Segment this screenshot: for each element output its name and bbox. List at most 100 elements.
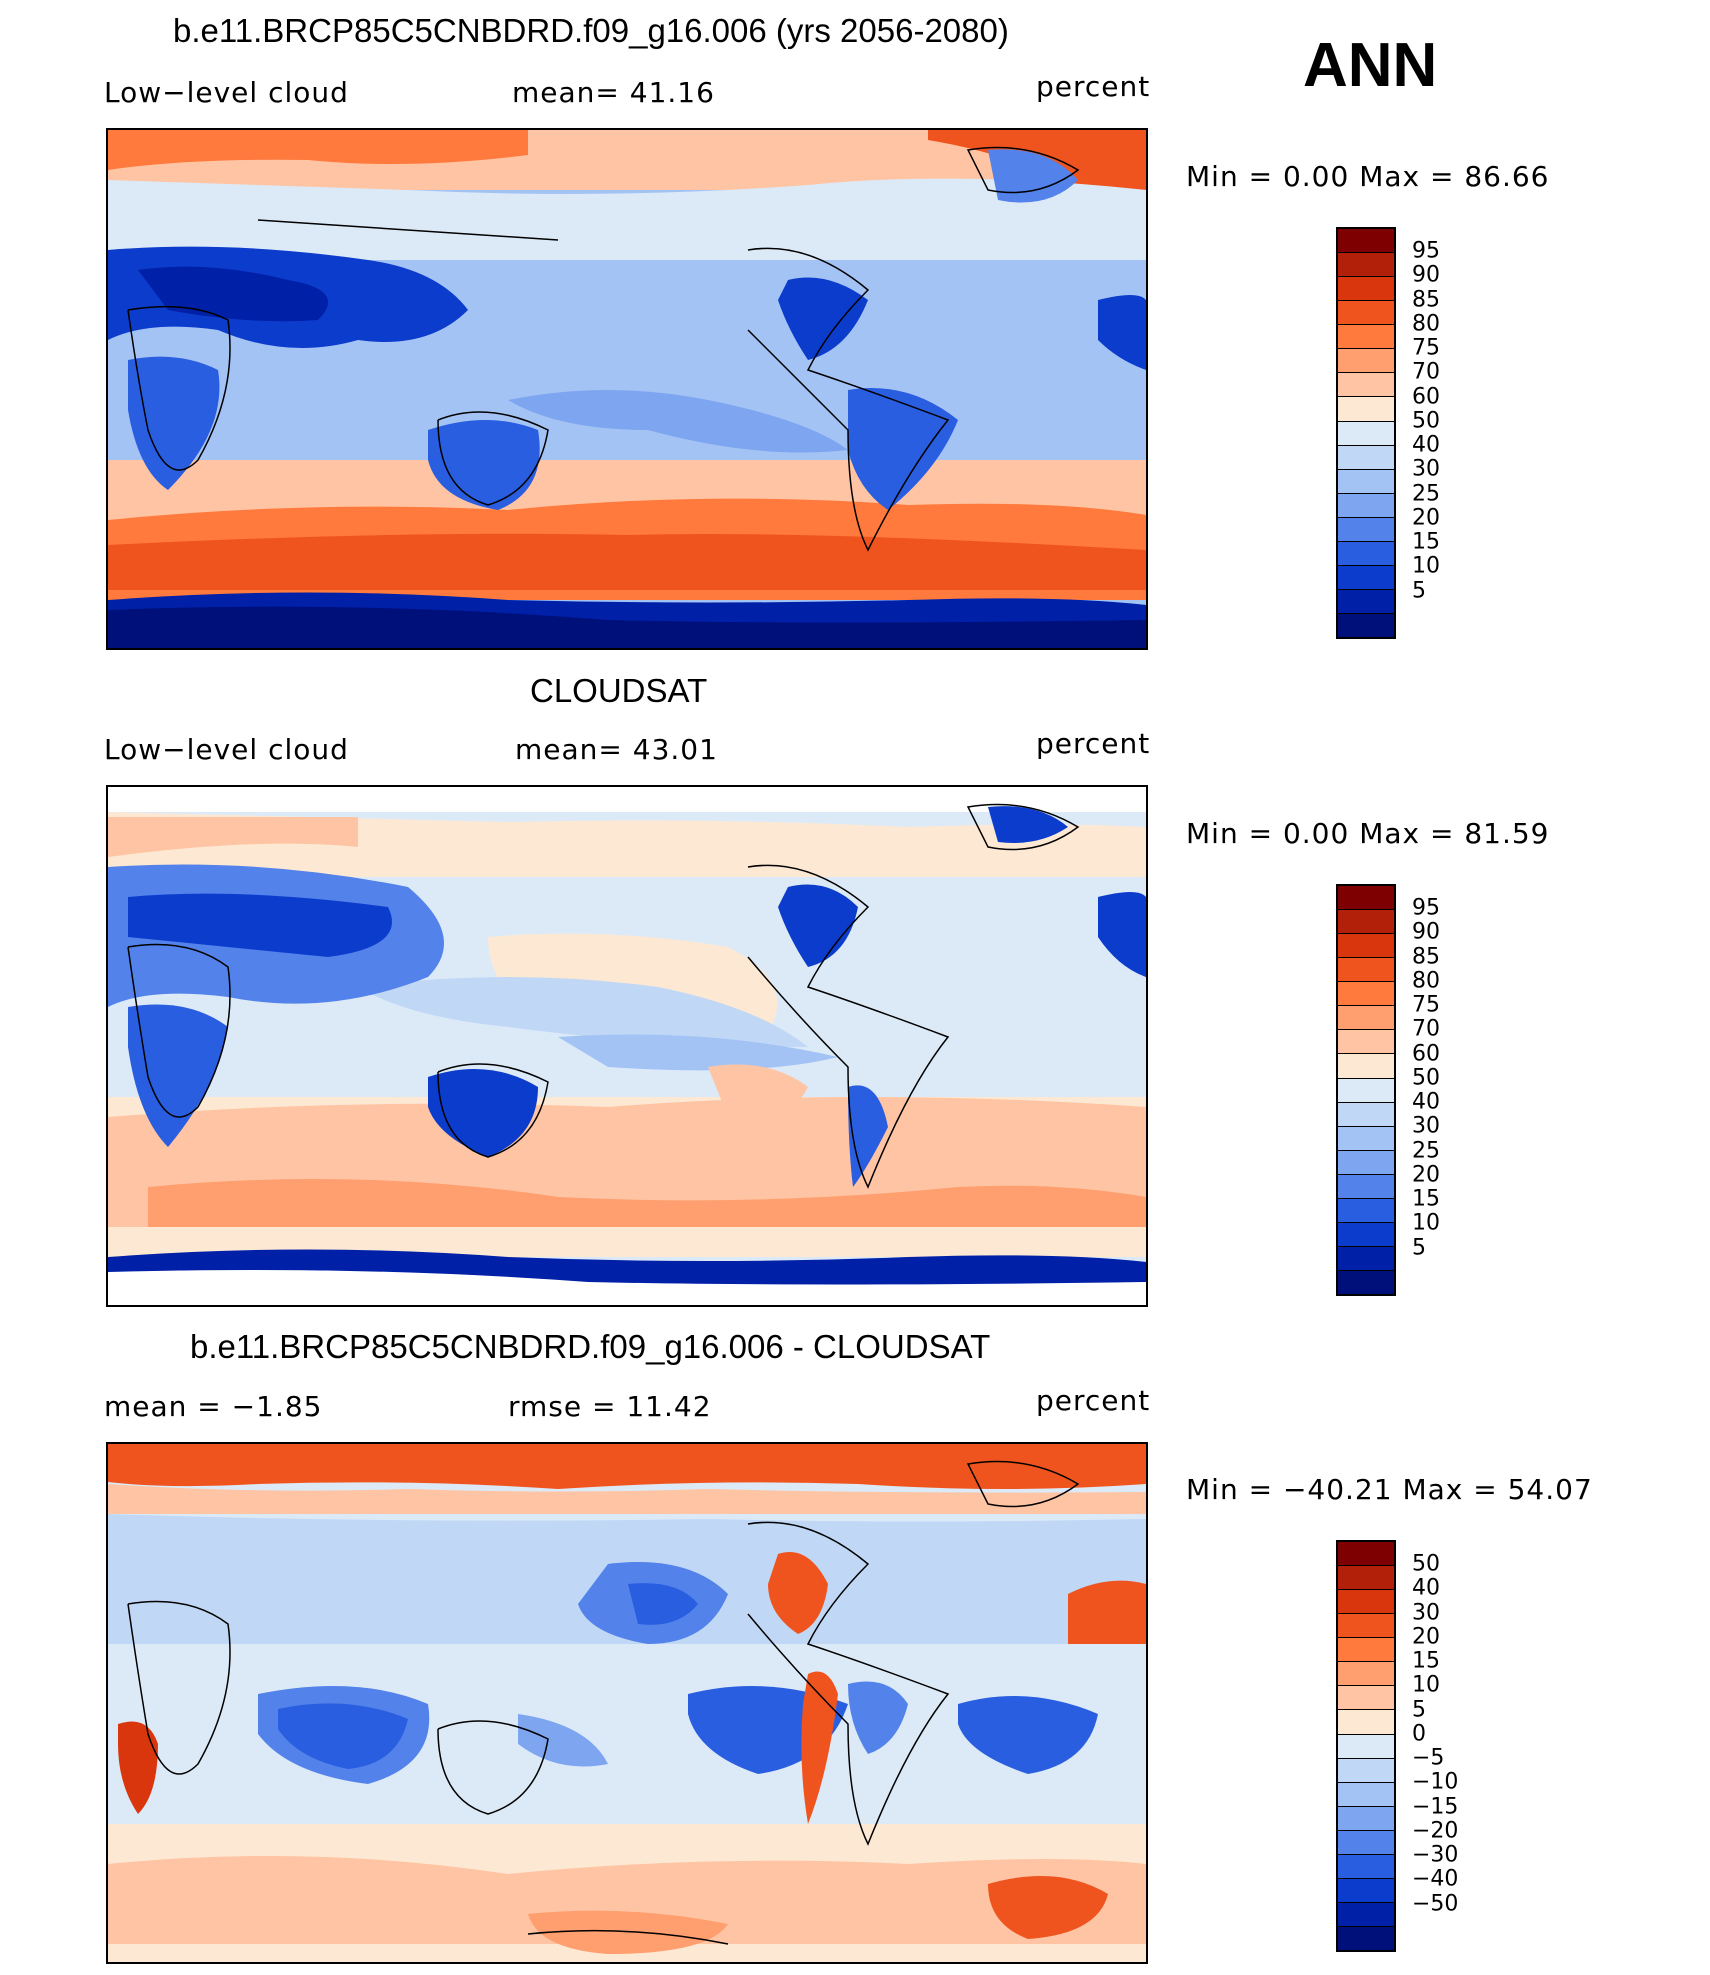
panel-diff-title: b.e11.BRCP85C5CNBDRD.f09_g16.006 - CLOUD…: [190, 1328, 991, 1365]
colorbar-level-label: −20: [1412, 1818, 1459, 1844]
panel-diff-units-label: percent: [1036, 1384, 1151, 1417]
colorbar-level-label: 75: [1412, 335, 1440, 361]
colorbar-swatch: [1338, 541, 1394, 566]
colorbar-swatch: [1338, 589, 1394, 614]
colorbar-swatch: [1338, 614, 1394, 638]
panel-obs-units-label: percent: [1036, 727, 1151, 760]
panel-model-variable-label: Low−level cloud: [104, 76, 349, 109]
season-label: ANN: [1303, 31, 1438, 100]
colorbar-swatch: [1338, 397, 1394, 422]
colorbar-swatch: [1338, 1686, 1394, 1711]
colorbar-level-label: 15: [1412, 529, 1440, 555]
colorbar-swatch: [1338, 1566, 1394, 1591]
colorbar-level-label: −30: [1412, 1842, 1459, 1868]
colorbar-level-label: −5: [1412, 1745, 1445, 1771]
colorbar-level-label: 30: [1412, 456, 1440, 482]
colorbar-swatch: [1338, 445, 1394, 470]
colorbar-level-label: −10: [1412, 1769, 1459, 1795]
colorbar-swatch: [1338, 349, 1394, 374]
colorbar-level-label: −40: [1412, 1866, 1459, 1892]
colorbar-swatch: [1338, 1126, 1394, 1151]
colorbar-swatch: [1338, 1710, 1394, 1735]
colorbar-swatch: [1338, 910, 1394, 935]
colorbar-swatch: [1338, 1102, 1394, 1127]
colorbar-level-label: 50: [1412, 1551, 1440, 1577]
colorbar-level-label: 30: [1412, 1113, 1440, 1139]
colorbar-level-label: 20: [1412, 1162, 1440, 1188]
obs-cloud-field: [108, 787, 1146, 1305]
colorbar-swatch: [1338, 325, 1394, 350]
colorbar-swatch: [1338, 1542, 1394, 1567]
colorbar-level-label: 50: [1412, 408, 1440, 434]
colorbar-swatch: [1338, 1614, 1394, 1639]
colorbar-level-label: 25: [1412, 1138, 1440, 1164]
colorbar-level-label: 80: [1412, 311, 1440, 337]
panel-model-minmax: Min = 0.00 Max = 86.66: [1186, 160, 1550, 193]
colorbar-swatch: [1338, 1006, 1394, 1031]
colorbar-swatch: [1338, 373, 1394, 398]
colorbar-level-label: 70: [1412, 1016, 1440, 1042]
colorbar-level-label: 85: [1412, 287, 1440, 313]
colorbar-level-label: 40: [1412, 1089, 1440, 1115]
colorbar-level-label: 85: [1412, 944, 1440, 970]
colorbar-swatch: [1338, 229, 1394, 254]
colorbar-level-label: 5: [1412, 1235, 1426, 1261]
colorbar-level-label: 80: [1412, 968, 1440, 994]
colorbar-level-label: 40: [1412, 1575, 1440, 1601]
colorbar-level-label: 90: [1412, 262, 1440, 288]
colorbar-level-label: 95: [1412, 895, 1440, 921]
panel-diff-rmse-label: rmse = 11.42: [508, 1390, 712, 1423]
colorbar-swatch: [1338, 1078, 1394, 1103]
colorbar-swatch: [1338, 1054, 1394, 1079]
colorbar-level-label: 15: [1412, 1648, 1440, 1674]
panel-obs-mean-label: mean= 43.01: [515, 733, 718, 766]
panel-model-units-label: percent: [1036, 70, 1151, 103]
colorbar-swatch: [1338, 1662, 1394, 1687]
colorbar-swatch: [1338, 1222, 1394, 1247]
colorbar-swatch: [1338, 301, 1394, 326]
colorbar-level-label: 50: [1412, 1065, 1440, 1091]
colorbar-swatch: [1338, 1198, 1394, 1223]
colorbar-level-label: 30: [1412, 1600, 1440, 1626]
colorbar-swatch: [1338, 493, 1394, 518]
colorbar-level-label: 25: [1412, 481, 1440, 507]
panel-diff-mean-label: mean = −1.85: [104, 1390, 323, 1423]
panel-obs-colorbar: [1336, 884, 1396, 1296]
colorbar-level-label: 40: [1412, 432, 1440, 458]
colorbar-swatch: [1338, 1174, 1394, 1199]
colorbar-swatch: [1338, 982, 1394, 1007]
colorbar-swatch: [1338, 1758, 1394, 1783]
colorbar-level-label: 20: [1412, 505, 1440, 531]
colorbar-level-label: 5: [1412, 1697, 1426, 1723]
colorbar-swatch: [1338, 1590, 1394, 1615]
panel-diff-map: [106, 1442, 1148, 1964]
panel-obs-minmax: Min = 0.00 Max = 81.59: [1186, 817, 1550, 850]
colorbar-swatch: [1338, 1638, 1394, 1663]
colorbar-swatch: [1338, 253, 1394, 278]
colorbar-level-label: 60: [1412, 1041, 1440, 1067]
colorbar-level-label: 10: [1412, 1210, 1440, 1236]
colorbar-swatch: [1338, 1271, 1394, 1295]
panel-obs-title: CLOUDSAT: [530, 672, 708, 709]
colorbar-swatch: [1338, 421, 1394, 446]
colorbar-swatch: [1338, 1150, 1394, 1175]
colorbar-level-label: 0: [1412, 1721, 1426, 1747]
colorbar-swatch: [1338, 958, 1394, 983]
colorbar-level-label: −15: [1412, 1794, 1459, 1820]
panel-model-title: b.e11.BRCP85C5CNBDRD.f09_g16.006 (yrs 20…: [173, 12, 1009, 49]
colorbar-swatch: [1338, 1734, 1394, 1759]
colorbar-level-label: 70: [1412, 359, 1440, 385]
panel-model-mean-label: mean= 41.16: [512, 76, 715, 109]
colorbar-swatch: [1338, 565, 1394, 590]
colorbar-swatch: [1338, 1830, 1394, 1855]
colorbar-swatch: [1338, 886, 1394, 911]
panel-model-colorbar: [1336, 227, 1396, 639]
colorbar-swatch: [1338, 1854, 1394, 1879]
colorbar-level-label: 5: [1412, 578, 1426, 604]
colorbar-level-label: 95: [1412, 238, 1440, 264]
panel-obs-map: [106, 785, 1148, 1307]
model-cloud-field: [108, 130, 1146, 648]
colorbar-level-label: 15: [1412, 1186, 1440, 1212]
colorbar-level-label: 10: [1412, 1672, 1440, 1698]
colorbar-swatch: [1338, 1878, 1394, 1903]
